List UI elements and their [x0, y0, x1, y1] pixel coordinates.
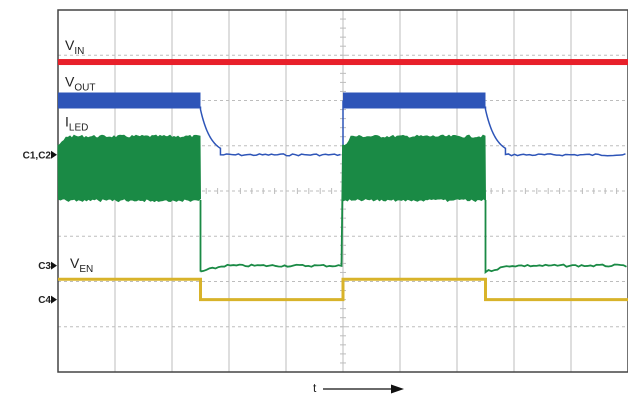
- trace-vout-decay: [199, 106, 341, 157]
- trace-iled-low: [199, 144, 344, 273]
- time-arrow-head: [391, 384, 404, 394]
- trace-iled-band: [57, 134, 202, 203]
- trace-labels: VIN VOUT ILED VEN: [65, 37, 95, 275]
- channel-marker-label: C1,C2: [23, 150, 52, 161]
- time-axis-label: t: [313, 381, 317, 395]
- channel-marker-arrow: [51, 261, 57, 270]
- trace-label: ILED: [65, 114, 88, 134]
- channel-marker-label: C4: [38, 295, 51, 306]
- trace-vin: [58, 59, 628, 66]
- trace-label: VOUT: [65, 74, 95, 94]
- trace-iled-band: [342, 134, 487, 203]
- channel-marker-arrow: [51, 295, 57, 304]
- channel-markers: C1,C2 C3 C4: [23, 150, 57, 306]
- channel-marker-arrow: [51, 150, 57, 159]
- channel-marker-label: C3: [38, 261, 51, 272]
- trace-label: VIN: [65, 37, 84, 57]
- time-axis: t: [313, 381, 404, 395]
- trace-iled-low: [484, 200, 627, 275]
- scope-traces: [57, 59, 628, 302]
- trace-label: VEN: [70, 255, 93, 275]
- trace-ven: [58, 277, 628, 302]
- trace-vout-high-band: [343, 92, 486, 109]
- trace-vout-decay: [484, 106, 626, 157]
- trace-vout-high-band: [58, 92, 201, 109]
